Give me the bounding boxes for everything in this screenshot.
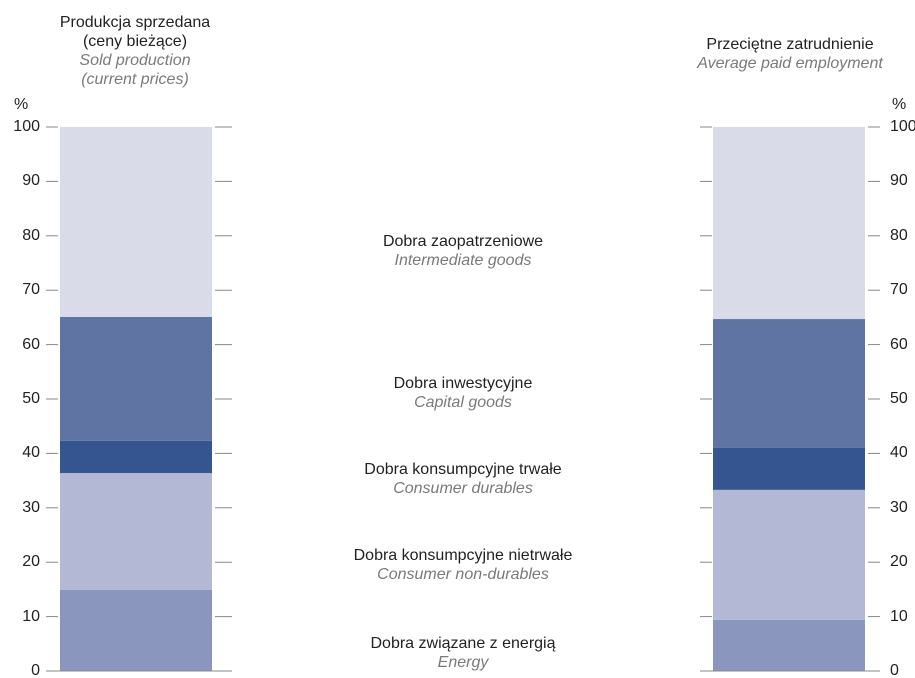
y-tick-label: 80 (890, 226, 908, 244)
y-tick-label: 30 (22, 498, 40, 516)
bar-segment (713, 489, 865, 620)
bar-segment (60, 589, 212, 671)
category-title: Produkcja sprzedana (ceny bieżące) (59, 14, 211, 50)
y-tick-label: 30 (890, 498, 908, 516)
y-tick-label: 20 (22, 553, 40, 571)
legend-label: Dobra konsumpcyjne trwałe (364, 461, 562, 478)
y-tick-label: 10 (890, 607, 908, 625)
y-tick-label: 60 (22, 335, 40, 353)
y-tick-label: 0 (31, 662, 40, 678)
y-tick-label: 60 (890, 335, 908, 353)
y-tick-label: 50 (22, 390, 40, 407)
y-unit: % (14, 96, 29, 113)
y-unit: % (892, 96, 907, 113)
legend-label: Dobra związane z energią (370, 635, 556, 652)
y-tick-label: 70 (890, 281, 908, 299)
category-subtitle: Average paid employment (697, 55, 883, 72)
bar-segment (60, 127, 212, 317)
legend-label-en: Capital goods (414, 394, 512, 411)
bar-segment (713, 319, 865, 448)
legend-label-en: Energy (437, 654, 489, 671)
legend-label: Dobra konsumpcyjne nietrwałe (353, 547, 573, 564)
y-tick-label: 10 (22, 607, 40, 625)
y-tick-label: 70 (22, 281, 40, 299)
y-tick-label: 40 (890, 444, 908, 462)
y-tick-label: 80 (22, 226, 40, 244)
category-title: Przeciętne zatrudnienie (706, 36, 874, 53)
y-tick-label: 100 (890, 118, 915, 135)
y-tick-label: 90 (22, 172, 40, 190)
bar-segment (60, 440, 212, 473)
bar-segment (713, 127, 865, 320)
legend-label: Dobra zaopatrzeniowe (382, 233, 544, 250)
y-tick-label: 20 (890, 553, 908, 571)
y-tick-label: 40 (22, 444, 40, 462)
y-tick-label: 100 (13, 118, 40, 135)
bar-segment (713, 619, 865, 671)
y-tick-label: 50 (890, 390, 908, 407)
bar-segment (713, 447, 865, 490)
legend-label-en: Consumer durables (393, 480, 533, 497)
legend-label-en: Intermediate goods (394, 252, 532, 269)
bar-segment (60, 472, 212, 590)
category-subtitle: Sold production (current prices) (79, 52, 191, 88)
legend-label-en: Consumer non-durables (377, 566, 549, 583)
bar-segment (60, 316, 212, 441)
y-tick-label: 0 (890, 662, 899, 678)
legend-label: Dobra inwestycyjne (393, 375, 533, 392)
y-tick-label: 90 (890, 172, 908, 190)
